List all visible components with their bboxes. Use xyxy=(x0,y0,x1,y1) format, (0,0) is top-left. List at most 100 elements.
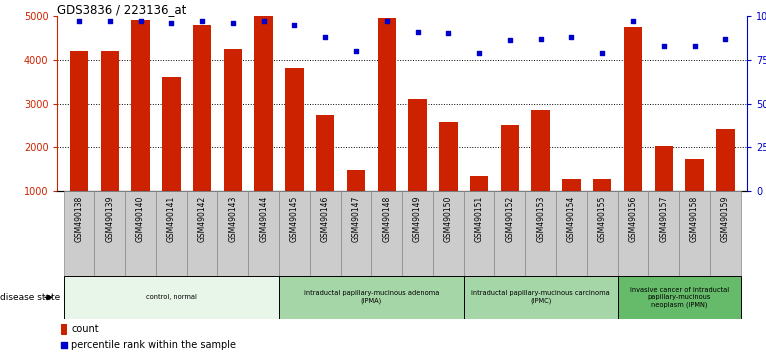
Bar xyxy=(372,191,402,276)
Bar xyxy=(193,25,211,191)
Text: GSM490147: GSM490147 xyxy=(352,195,361,242)
Text: GSM490140: GSM490140 xyxy=(136,195,145,242)
Bar xyxy=(378,18,396,191)
Text: GSM490146: GSM490146 xyxy=(321,195,329,242)
Text: GSM490158: GSM490158 xyxy=(690,195,699,242)
Text: percentile rank within the sample: percentile rank within the sample xyxy=(71,340,236,350)
Bar xyxy=(562,179,581,191)
Point xyxy=(473,50,485,56)
Bar xyxy=(61,324,67,335)
Point xyxy=(227,20,239,26)
Bar xyxy=(156,191,187,276)
Text: intraductal papillary-mucinous adenoma
(IPMA): intraductal papillary-mucinous adenoma (… xyxy=(303,290,439,304)
Point xyxy=(442,30,454,36)
Bar xyxy=(224,49,242,191)
Point xyxy=(73,18,85,24)
Text: GSM490149: GSM490149 xyxy=(413,195,422,242)
Bar xyxy=(593,179,611,191)
Bar xyxy=(654,147,673,191)
Bar xyxy=(162,77,181,191)
Point xyxy=(689,43,701,48)
Point xyxy=(504,38,516,43)
Bar xyxy=(408,99,427,191)
Bar xyxy=(248,191,279,276)
Point xyxy=(535,36,547,41)
Point xyxy=(319,34,332,40)
Point xyxy=(411,29,424,35)
Bar xyxy=(587,191,617,276)
Bar xyxy=(501,125,519,191)
Point xyxy=(627,18,639,24)
Text: GSM490159: GSM490159 xyxy=(721,195,730,242)
Bar xyxy=(309,191,341,276)
Point xyxy=(257,18,270,24)
Text: GSM490152: GSM490152 xyxy=(506,195,514,242)
Bar xyxy=(64,191,94,276)
Text: GSM490139: GSM490139 xyxy=(105,195,114,242)
Bar xyxy=(710,191,741,276)
Point xyxy=(288,22,300,28)
Bar xyxy=(433,191,463,276)
Text: GSM490143: GSM490143 xyxy=(228,195,237,242)
Text: GSM490148: GSM490148 xyxy=(382,195,391,242)
Bar xyxy=(316,115,335,191)
Point xyxy=(381,18,393,24)
Bar xyxy=(716,129,735,191)
Bar xyxy=(463,191,495,276)
Bar xyxy=(279,276,463,319)
Bar xyxy=(131,20,150,191)
Point xyxy=(565,34,578,40)
Text: GSM490144: GSM490144 xyxy=(259,195,268,242)
Bar xyxy=(125,191,156,276)
Bar xyxy=(470,176,489,191)
Bar xyxy=(100,51,119,191)
Bar xyxy=(279,191,309,276)
Bar xyxy=(64,276,279,319)
Bar xyxy=(218,191,248,276)
Text: GSM490156: GSM490156 xyxy=(628,195,637,242)
Text: disease state: disease state xyxy=(0,293,61,302)
Text: GSM490155: GSM490155 xyxy=(597,195,607,242)
Bar xyxy=(495,191,525,276)
Bar xyxy=(686,159,704,191)
Bar xyxy=(617,191,648,276)
Bar xyxy=(617,276,741,319)
Text: GSM490151: GSM490151 xyxy=(475,195,483,242)
Text: GSM490154: GSM490154 xyxy=(567,195,576,242)
Bar xyxy=(532,110,550,191)
Bar xyxy=(341,191,372,276)
Text: invasive cancer of intraductal
papillary-mucinous
neoplasm (IPMN): invasive cancer of intraductal papillary… xyxy=(630,287,728,308)
Bar xyxy=(439,122,457,191)
Bar xyxy=(463,276,617,319)
Point xyxy=(658,43,670,48)
Text: GSM490145: GSM490145 xyxy=(290,195,299,242)
Text: control, normal: control, normal xyxy=(146,295,197,300)
Bar xyxy=(679,191,710,276)
Point xyxy=(134,18,146,24)
Text: GSM490142: GSM490142 xyxy=(198,195,207,242)
Point xyxy=(58,342,70,348)
Bar xyxy=(70,51,88,191)
Text: GSM490150: GSM490150 xyxy=(444,195,453,242)
Text: GSM490138: GSM490138 xyxy=(74,195,83,242)
Text: GDS3836 / 223136_at: GDS3836 / 223136_at xyxy=(57,3,187,16)
Bar xyxy=(624,27,642,191)
Bar xyxy=(648,191,679,276)
Point xyxy=(719,36,732,41)
Point xyxy=(103,18,116,24)
Text: count: count xyxy=(71,324,99,334)
Bar xyxy=(556,191,587,276)
Text: GSM490141: GSM490141 xyxy=(167,195,176,242)
Bar xyxy=(525,191,556,276)
Text: GSM490153: GSM490153 xyxy=(536,195,545,242)
Bar xyxy=(402,191,433,276)
Bar xyxy=(254,16,273,191)
Text: intraductal papillary-mucinous carcinoma
(IPMC): intraductal papillary-mucinous carcinoma… xyxy=(471,290,610,304)
Point xyxy=(196,18,208,24)
Point xyxy=(350,48,362,54)
Bar xyxy=(187,191,218,276)
Bar xyxy=(94,191,125,276)
Bar xyxy=(285,68,303,191)
Point xyxy=(596,50,608,56)
Text: GSM490157: GSM490157 xyxy=(660,195,668,242)
